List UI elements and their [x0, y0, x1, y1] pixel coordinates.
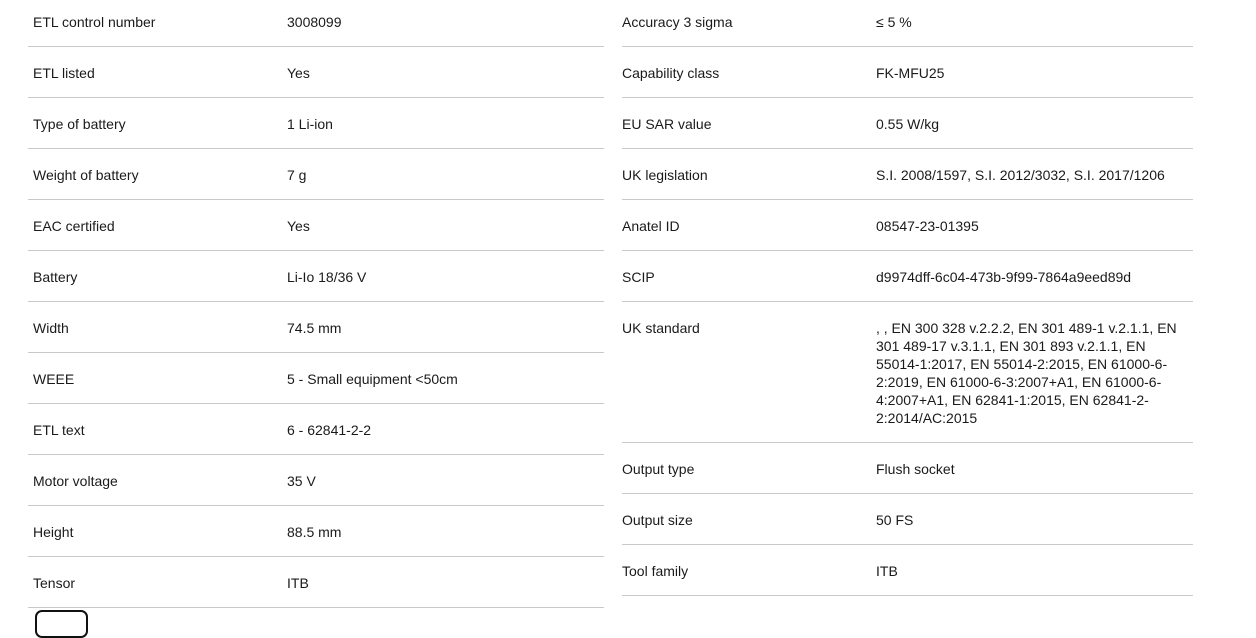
spec-row: UK legislation S.I. 2008/1597, S.I. 2012/… [622, 149, 1193, 200]
spec-row: Tool family ITB [622, 545, 1193, 596]
spec-value: FK-MFU25 [876, 65, 945, 81]
spec-value: Yes [287, 65, 310, 81]
spec-value: Yes [287, 218, 310, 234]
spec-row: ETL control number 3008099 [28, 0, 604, 47]
spec-column-left: ETL control number 3008099 ETL listed Yes Ty… [28, 0, 604, 608]
spec-row: Output type Flush socket [622, 443, 1193, 494]
spec-label: Anatel ID [622, 218, 680, 234]
spec-label: Output size [622, 512, 693, 528]
spec-label: Accuracy 3 sigma [622, 14, 733, 30]
spec-value: d9974dff-6c04-473b-9f99-7864a9eed89d [876, 269, 1132, 285]
spec-row: ETL listed Yes [28, 47, 604, 98]
spec-value: 3008099 [287, 14, 342, 30]
spec-row: Motor voltage 35 V [28, 455, 604, 506]
spec-value: ITB [876, 563, 898, 579]
spec-row: Battery Li-Io 18/36 V [28, 251, 604, 302]
spec-row: Type of battery 1 Li-ion [28, 98, 604, 149]
spec-value: S.I. 2008/1597, S.I. 2012/3032, S.I. 201… [876, 167, 1165, 183]
spec-row: Width 74.5 mm [28, 302, 604, 353]
spec-row: WEEE 5 - Small equipment <50cm [28, 353, 604, 404]
spec-row: SCIP d9974dff-6c04-473b-9f99-7864a9eed89d [622, 251, 1193, 302]
spec-value: 0.55 W/kg [876, 116, 940, 132]
cut-off-button[interactable] [35, 610, 88, 638]
spec-label: Motor voltage [33, 473, 118, 489]
spec-label: Output type [622, 461, 695, 477]
spec-row: Accuracy 3 sigma ≤ 5 % [622, 0, 1193, 47]
spec-row: EU SAR value 0.55 W/kg [622, 98, 1193, 149]
spec-label: Height [33, 524, 74, 540]
spec-value: 5 - Small equipment <50cm [287, 371, 458, 387]
spec-value: 50 FS [876, 512, 914, 528]
spec-value: 08547-23-01395 [876, 218, 979, 234]
spec-row: EAC certified Yes [28, 200, 604, 251]
spec-label: EAC certified [33, 218, 115, 234]
spec-row: Anatel ID 08547-23-01395 [622, 200, 1193, 251]
spec-label: UK standard [622, 320, 700, 336]
spec-row: UK standard , , EN 300 328 v.2.2.2, EN 30… [622, 302, 1193, 443]
spec-label: Capability class [622, 65, 720, 81]
spec-value: , , EN 300 328 v.2.2.2, EN 301 489-1 v.2… [876, 320, 1177, 426]
spec-label: WEEE [33, 371, 75, 387]
spec-row: Weight of battery 7 g [28, 149, 604, 200]
spec-value: ≤ 5 % [876, 14, 912, 30]
spec-label: ETL listed [33, 65, 95, 81]
spec-value: ITB [287, 575, 309, 591]
spec-label: Weight of battery [33, 167, 139, 183]
spec-row: Height 88.5 mm [28, 506, 604, 557]
spec-label: EU SAR value [622, 116, 712, 132]
spec-column-right: Accuracy 3 sigma ≤ 5 % Capability class FK-… [622, 0, 1193, 596]
spec-row: ETL text 6 - 62841-2-2 [28, 404, 604, 455]
spec-row: Capability class FK-MFU25 [622, 47, 1193, 98]
spec-label: SCIP [622, 269, 655, 285]
spec-row: Tensor ITB [28, 557, 604, 608]
spec-label: ETL control number [33, 14, 156, 30]
spec-value: 6 - 62841-2-2 [287, 422, 372, 438]
spec-value: Li-Io 18/36 V [287, 269, 367, 285]
spec-row: Output size 50 FS [622, 494, 1193, 545]
spec-value: 74.5 mm [287, 320, 342, 336]
spec-value: Flush socket [876, 461, 955, 477]
spec-value: 88.5 mm [287, 524, 342, 540]
spec-label: ETL text [33, 422, 85, 438]
spec-label: Battery [33, 269, 78, 285]
spec-label: Tensor [33, 575, 76, 591]
spec-value: 35 V [287, 473, 316, 489]
spec-label: UK legislation [622, 167, 708, 183]
spec-label: Tool family [622, 563, 689, 579]
spec-value: 1 Li-ion [287, 116, 333, 132]
spec-label: Width [33, 320, 69, 336]
spec-value: 7 g [287, 167, 307, 183]
spec-label: Type of battery [33, 116, 126, 132]
